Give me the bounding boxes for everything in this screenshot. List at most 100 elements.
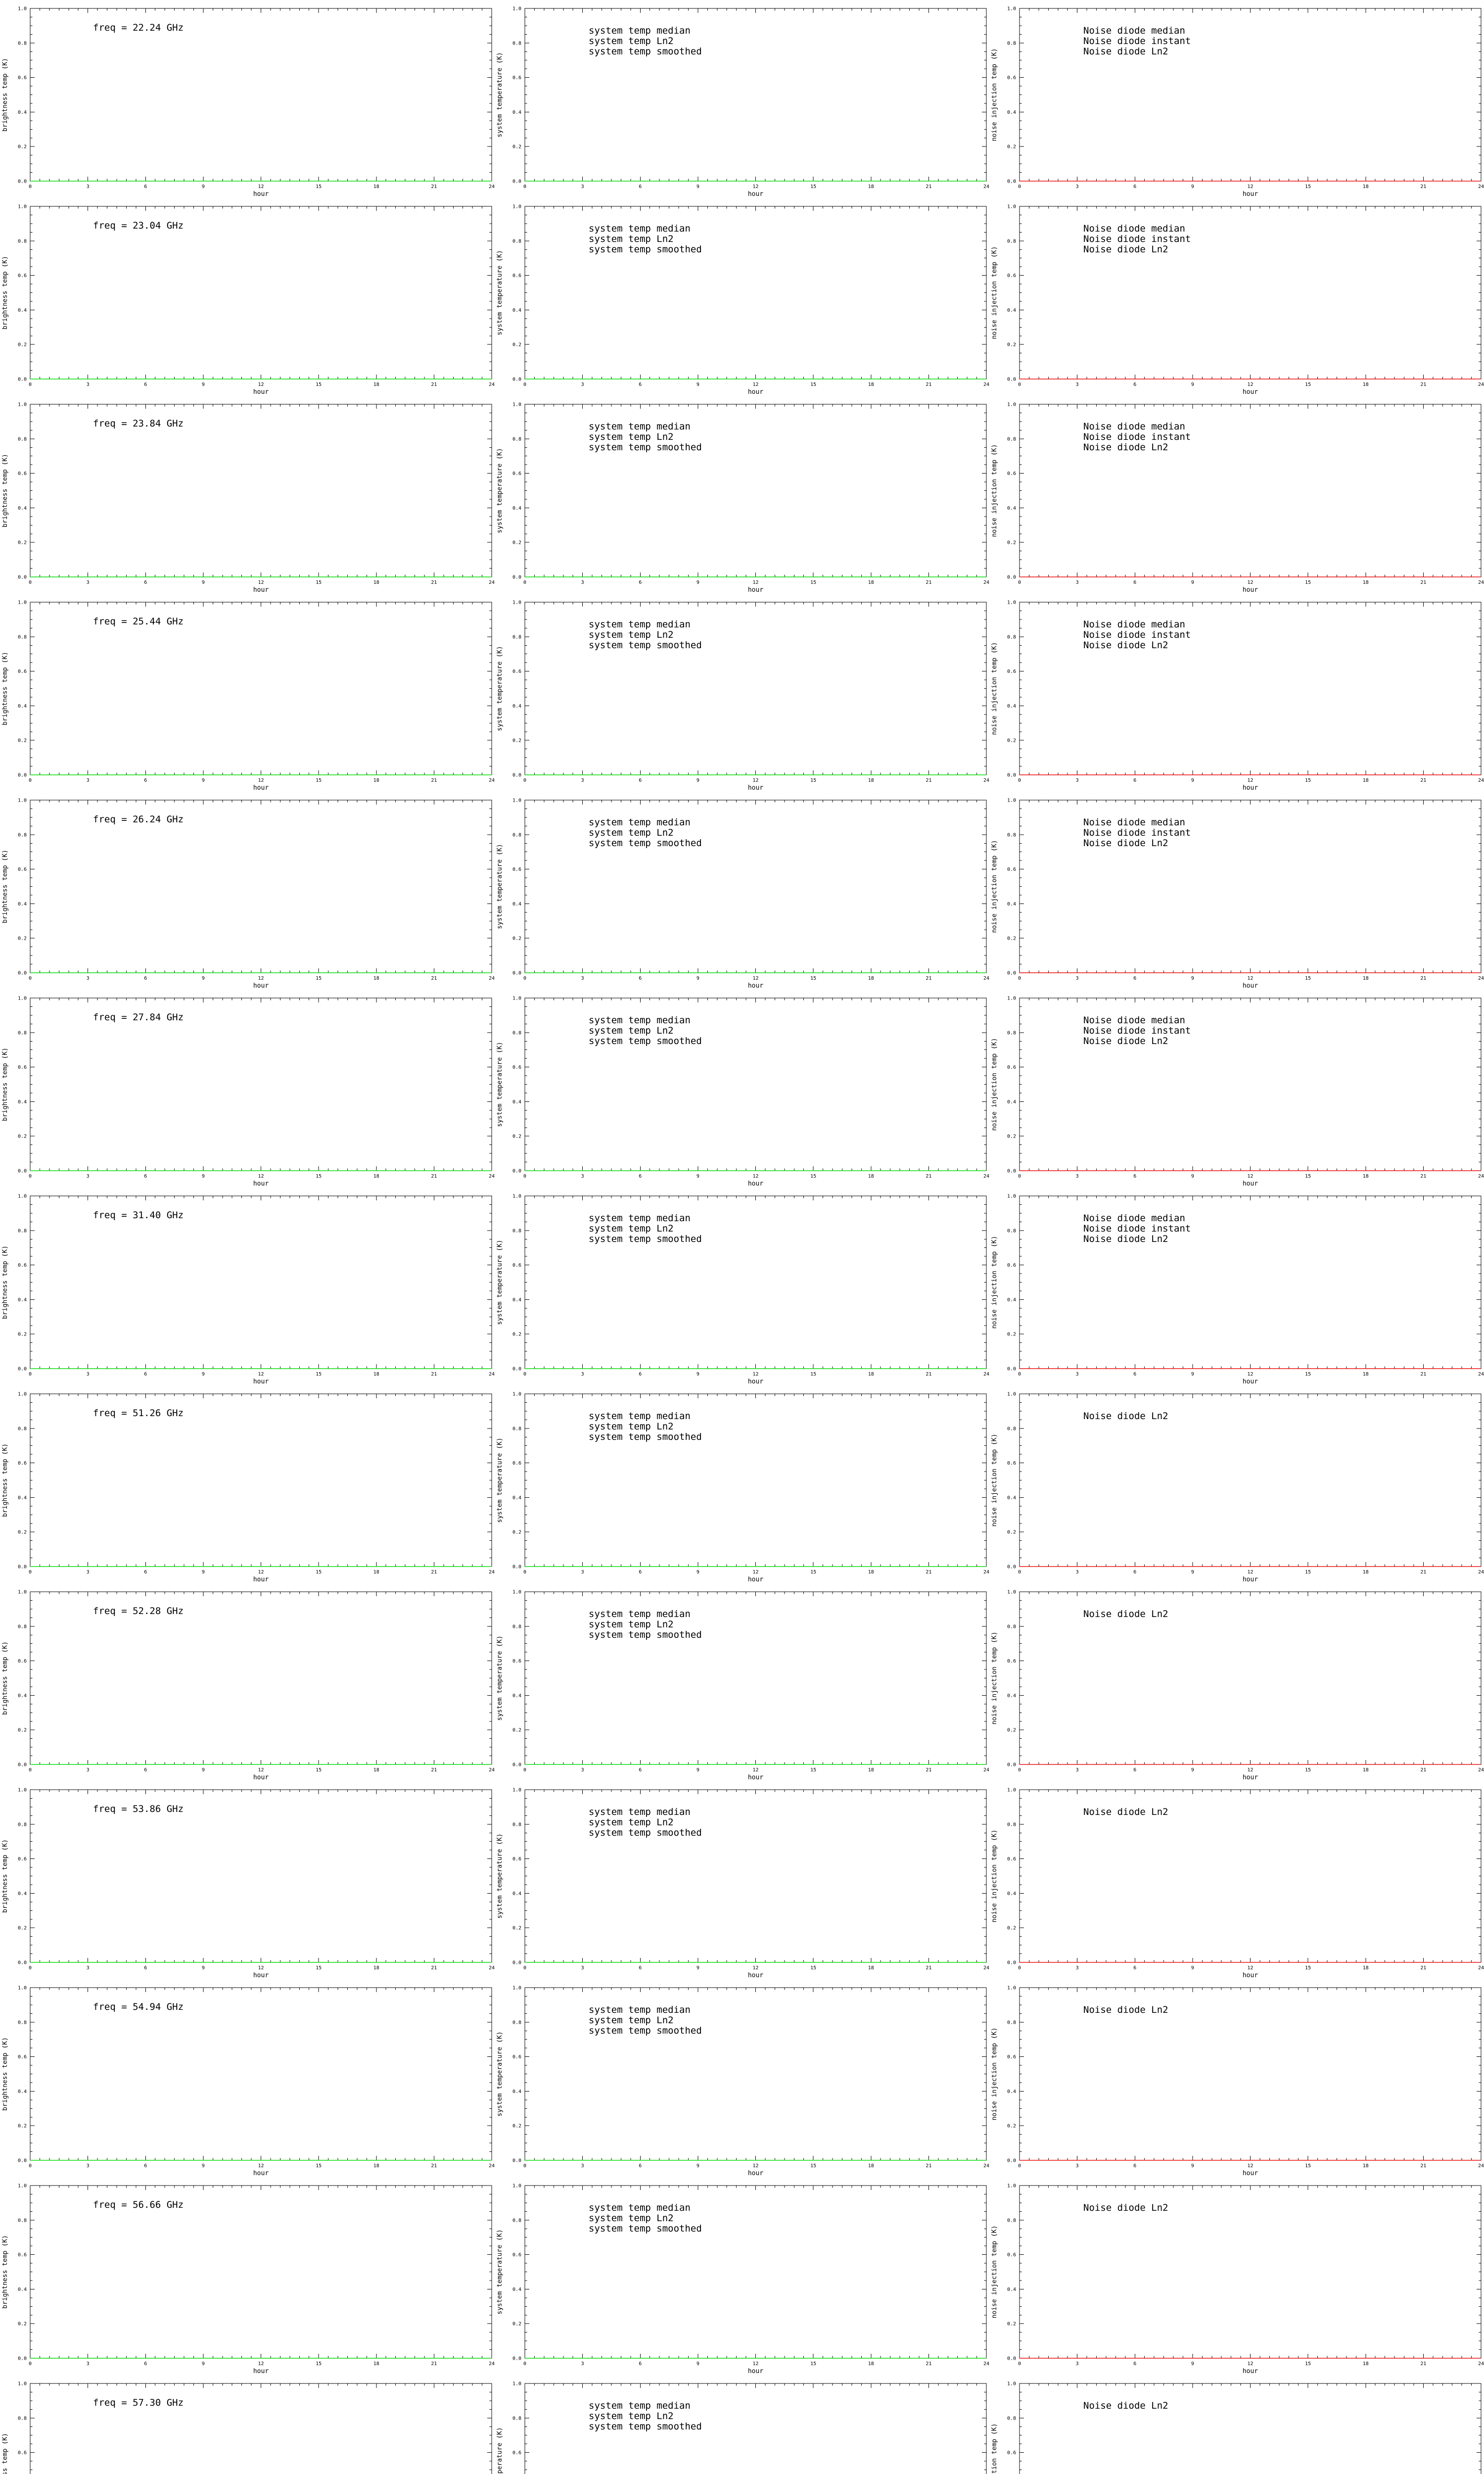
plot-r6-c1: 0 3 6 9 12 15 18 21 24 0.0 0.2 0.4 0.6 0.8 1.0 hour brig… bbox=[1, 996, 495, 1188]
panel-title: freq = 52.28 GHz bbox=[93, 1606, 184, 1617]
x-tick-label: 6 bbox=[144, 778, 147, 783]
y-tick-label: 0.6 bbox=[512, 1461, 521, 1466]
plot-r2-c2: 0 3 6 9 12 15 18 21 24 0.0 0.2 0.4 0.6 0.8 1.0 hour syst… bbox=[496, 204, 989, 396]
legend-entry: Noise diode Ln2 bbox=[1083, 1234, 1168, 1244]
y-tick-label: 0.0 bbox=[1007, 575, 1016, 580]
panel-r10-c2: 0 3 6 9 12 15 18 21 24 0.0 0.2 0.4 0.6 0.8 1.0 hour syst… bbox=[495, 1781, 989, 1980]
x-tick-label: 9 bbox=[696, 1570, 699, 1575]
y-axis-label: brightness temp (K) bbox=[1, 1047, 9, 1121]
x-tick-label: 24 bbox=[983, 1965, 989, 1971]
panel-r1-c2: 0 3 6 9 12 15 18 21 24 0.0 0.2 0.4 0.6 0.8 1.0 hour syst… bbox=[495, 0, 989, 198]
plot-r8-c3: 0 3 6 9 12 15 18 21 24 0.0 0.2 0.4 0.6 0.8 1.0 hour nois… bbox=[991, 1392, 1484, 1584]
y-tick-label: 1.0 bbox=[18, 402, 27, 408]
x-tick-label: 18 bbox=[868, 976, 874, 981]
legend-entry: system temp Ln2 bbox=[589, 1421, 674, 1432]
y-axis-label: brightness temp (K) bbox=[1, 652, 9, 725]
legend-entry: Noise diode instant bbox=[1083, 431, 1191, 442]
panel-r1-c3: 0 3 6 9 12 15 18 21 24 0.0 0.2 0.4 0.6 0.8 1.0 hour nois… bbox=[989, 0, 1484, 198]
x-tick-label: 0 bbox=[29, 2163, 32, 2169]
y-tick-label: 0.4 bbox=[18, 1297, 27, 1303]
x-tick-label: 9 bbox=[1191, 1372, 1194, 1377]
y-tick-label: 1.0 bbox=[1007, 402, 1016, 408]
legend-entry: Noise diode median bbox=[1083, 421, 1185, 432]
x-tick-label: 0 bbox=[1018, 382, 1021, 387]
x-tick-label: 18 bbox=[1363, 1174, 1369, 1179]
y-axis-label: system temperature (K) bbox=[496, 448, 504, 533]
panel-r5-c1: 0 3 6 9 12 15 18 21 24 0.0 0.2 0.4 0.6 0.8 1.0 hour brig… bbox=[0, 792, 495, 990]
y-tick-label: 1.0 bbox=[512, 1392, 521, 1397]
x-tick-label: 18 bbox=[373, 382, 379, 387]
x-tick-label: 12 bbox=[752, 1570, 758, 1575]
legend-entry: system temp median bbox=[589, 1213, 691, 1224]
x-tick-label: 12 bbox=[258, 1767, 264, 1773]
x-tick-label: 21 bbox=[431, 778, 437, 783]
x-tick-label: 9 bbox=[202, 1372, 205, 1377]
panel-r2-c1: 0 3 6 9 12 15 18 21 24 0.0 0.2 0.4 0.6 0.8 1.0 hour brig… bbox=[0, 198, 495, 396]
y-tick-label: 0.2 bbox=[1007, 738, 1016, 744]
x-tick-label: 21 bbox=[431, 382, 437, 387]
x-tick-label: 3 bbox=[87, 1174, 90, 1179]
x-tick-label: 0 bbox=[29, 1174, 32, 1179]
y-tick-label: 0.2 bbox=[512, 1728, 521, 1733]
y-tick-label: 0.4 bbox=[1007, 704, 1016, 709]
legend-entry: system temp smoothed bbox=[589, 1431, 702, 1442]
legend-entry: Noise diode Ln2 bbox=[1083, 1036, 1168, 1047]
x-tick-label: 24 bbox=[489, 976, 495, 981]
y-tick-label: 0.4 bbox=[18, 308, 27, 313]
x-tick-label: 15 bbox=[316, 1965, 322, 1971]
x-tick-label: 12 bbox=[258, 1372, 264, 1377]
y-tick-label: 0.6 bbox=[1007, 1263, 1016, 1268]
panel-r7-c2: 0 3 6 9 12 15 18 21 24 0.0 0.2 0.4 0.6 0.8 1.0 hour syst… bbox=[495, 1188, 989, 1386]
y-tick-label: 1.0 bbox=[1007, 1392, 1016, 1397]
x-tick-label: 12 bbox=[258, 778, 264, 783]
y-tick-label: 0.2 bbox=[1007, 342, 1016, 348]
x-tick-label: 6 bbox=[144, 580, 147, 585]
y-tick-label: 0.2 bbox=[18, 342, 27, 348]
y-tick-label: 0.8 bbox=[512, 1624, 521, 1629]
x-tick-label: 6 bbox=[639, 184, 642, 190]
y-tick-label: 0.2 bbox=[18, 1332, 27, 1337]
plot-frame bbox=[30, 998, 492, 1171]
x-tick-label: 6 bbox=[1133, 976, 1136, 981]
x-tick-label: 15 bbox=[1305, 1767, 1311, 1773]
x-tick-label: 21 bbox=[1420, 1965, 1426, 1971]
x-tick-label: 3 bbox=[1076, 778, 1079, 783]
x-tick-label: 12 bbox=[752, 382, 758, 387]
x-tick-label: 12 bbox=[258, 1965, 264, 1971]
x-tick-label: 21 bbox=[431, 1965, 437, 1971]
x-tick-label: 15 bbox=[1305, 382, 1311, 387]
x-tick-label: 12 bbox=[752, 778, 758, 783]
x-tick-label: 12 bbox=[752, 1372, 758, 1377]
x-tick-label: 24 bbox=[1478, 1965, 1484, 1971]
x-tick-label: 9 bbox=[1191, 1570, 1194, 1575]
y-tick-label: 0.0 bbox=[18, 1367, 27, 1372]
legend-entry: system temp smoothed bbox=[589, 244, 702, 255]
y-tick-label: 0.6 bbox=[512, 75, 521, 81]
x-tick-label: 0 bbox=[29, 184, 32, 190]
x-tick-label: 6 bbox=[144, 382, 147, 387]
x-tick-label: 6 bbox=[144, 2163, 147, 2169]
y-tick-label: 1.0 bbox=[18, 1194, 27, 1199]
x-tick-label: 6 bbox=[144, 1570, 147, 1575]
panel-title: freq = 23.84 GHz bbox=[93, 418, 184, 429]
legend-entry: Noise diode instant bbox=[1083, 629, 1191, 640]
y-tick-label: 0.2 bbox=[18, 1926, 27, 1931]
y-tick-label: 1.0 bbox=[1007, 204, 1016, 210]
x-tick-label: 18 bbox=[373, 1965, 379, 1971]
y-tick-label: 0.2 bbox=[512, 144, 521, 150]
x-tick-label: 21 bbox=[926, 1570, 931, 1575]
y-tick-label: 0.4 bbox=[512, 1891, 521, 1897]
x-tick-label: 21 bbox=[1420, 1174, 1426, 1179]
y-tick-label: 0.4 bbox=[1007, 506, 1016, 511]
y-tick-label: 0.2 bbox=[18, 540, 27, 546]
y-tick-label: 0.4 bbox=[18, 1495, 27, 1501]
x-tick-label: 12 bbox=[1247, 1570, 1253, 1575]
y-axis-label: system temperature (K) bbox=[496, 52, 504, 137]
legend-entry: system temp Ln2 bbox=[589, 1223, 674, 1234]
y-tick-label: 0.8 bbox=[18, 238, 27, 244]
x-tick-label: 12 bbox=[1247, 1767, 1253, 1773]
x-tick-label: 9 bbox=[1191, 382, 1194, 387]
y-axis-label: brightness temp (K) bbox=[1, 256, 9, 330]
y-tick-label: 0.8 bbox=[512, 41, 521, 46]
panel-r11-c1: 0 3 6 9 12 15 18 21 24 0.0 0.2 0.4 0.6 0.8 1.0 hour brig… bbox=[0, 1979, 495, 2178]
